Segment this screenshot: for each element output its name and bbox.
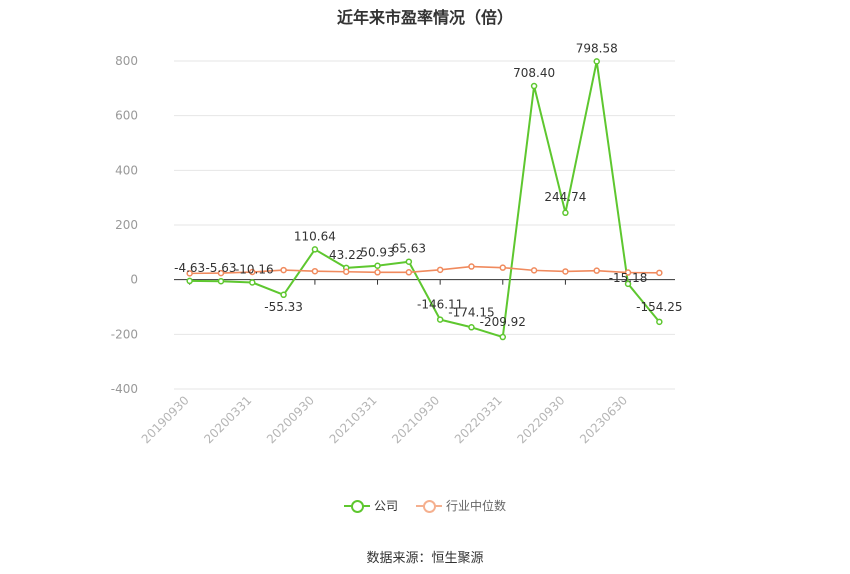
data-label-company: 708.40 [513,66,555,80]
legend-label-industry-median: 行业中位数 [446,499,507,513]
grid-lines [174,60,675,390]
data-point-industry-median [311,267,319,275]
data-point-company [249,279,256,286]
data-label-company: 65.63 [392,242,426,256]
data-point-industry-median [217,269,225,277]
data-point-company [217,277,225,285]
y-tick-label: 600 [115,109,138,123]
data-labels: -4.63 -5.63-10.16 -55.33 110.64 43.2250.9365… [174,41,682,329]
data-label-company: 110.64 [294,229,336,243]
y-tick-label: 0 [130,273,138,287]
legend-item-company[interactable]: 公司 [343,497,398,514]
legend-swatch-company [343,499,370,513]
data-source: 数据来源：恒生聚源 [366,551,484,566]
data-point-company [499,333,507,341]
x-axis: 20190930 20200331 20200930 20210331 20210930… [139,279,630,446]
x-tick-label: 20220331 [452,393,505,446]
data-label-company: -174.15 [448,305,494,319]
y-axis: 800 600 400 200 0 -200 -400 [111,54,138,396]
data-label-company: -10.16 [235,262,274,276]
data-point-industry-median [593,267,600,274]
x-tick-label: 20230630 [577,393,630,446]
data-point-company [530,82,538,90]
data-point-company [468,324,475,331]
data-point-company [562,209,569,217]
data-point-industry-median [562,268,569,275]
x-tick-label: 20200930 [264,393,317,446]
series-line-industry-median [189,265,660,275]
data-label-company: -5.63 [205,261,236,275]
data-label-company: -209.92 [480,315,526,329]
x-tick-label: 20190930 [139,393,192,446]
series-line-company [189,60,661,339]
data-point-company [405,258,413,265]
y-tick-label: -200 [111,327,138,341]
data-point-industry-median [530,267,538,274]
series-lines [189,60,661,339]
legend-item-industry-median[interactable]: 行业中位数 [416,497,506,514]
data-label-company: -154.25 [636,300,682,314]
data-point-industry-median [405,269,413,276]
x-tick-label: 20200331 [201,393,254,446]
data-point-company [280,291,287,299]
data-point-industry-median [186,270,193,277]
y-tick-label: 800 [115,54,138,68]
x-tick-label: 20210930 [389,393,442,446]
data-label-company: -4.63 [174,261,205,275]
data-point-industry-median [624,269,632,276]
y-tick-label: 200 [115,218,138,232]
data-label-company: -15.18 [609,271,648,285]
y-tick-label: 400 [115,163,138,177]
legend: 公司 行业中位数 [0,497,850,514]
data-point-industry-median [280,266,287,274]
data-label-company: -55.33 [264,300,303,314]
data-point-company [656,318,663,326]
y-tick-label: -400 [111,382,138,396]
legend-label-company: 公司 [373,499,398,513]
x-tick-label: 20210331 [327,393,380,446]
data-point-industry-median [249,268,256,276]
data-label-company: 43.22 [329,248,363,262]
data-label-company: -146.11 [417,298,463,312]
data-point-company [374,262,381,269]
data-point-company [624,280,632,288]
data-point-company [436,316,444,323]
data-point-industry-median [436,266,444,274]
data-label-company: 798.58 [576,41,618,55]
data-point-industry-median [374,269,381,276]
data-label-company: 244.74 [544,190,586,204]
data-point-industry-median [468,263,475,270]
data-point-company [186,277,193,285]
x-tick-label: 20220930 [514,393,567,446]
data-point-company [593,58,600,65]
data-point-industry-median [656,269,663,277]
chart-title: 近年来市盈率情况（倍） [336,8,513,27]
legend-swatch-industry-median [416,499,442,513]
data-point-industry-median [499,264,507,271]
data-label-company: 50.93 [360,246,394,260]
data-point-company [311,246,319,253]
data-point-industry-median [342,268,350,275]
series-points [186,58,663,341]
